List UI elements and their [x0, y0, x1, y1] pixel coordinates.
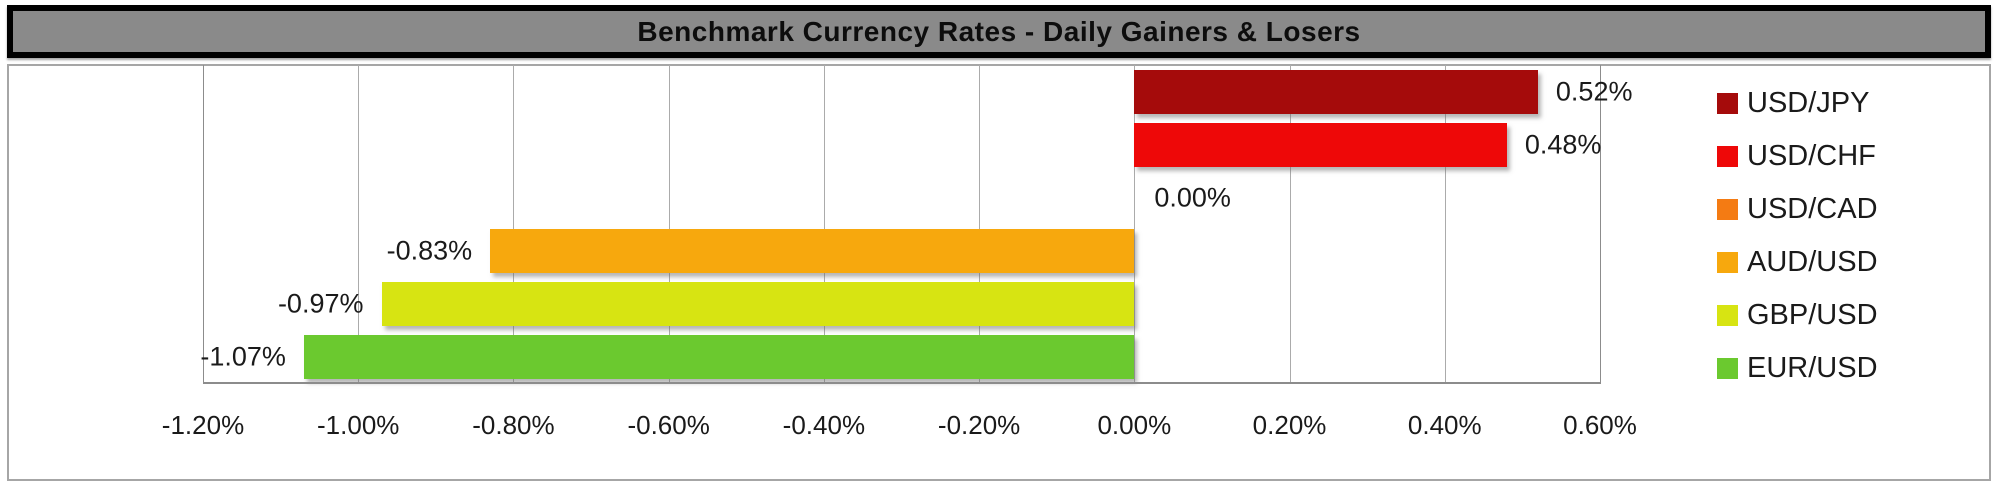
data-label: -1.07% — [200, 341, 286, 371]
x-tick-label: 0.40% — [1407, 410, 1482, 440]
x-tick-label: -0.80% — [472, 410, 555, 440]
legend-item-gbp-usd: GBP/USD — [1717, 289, 1878, 342]
x-tick-label: 0.00% — [1097, 410, 1172, 440]
bar-aud-usd — [490, 228, 1135, 273]
bar-gbp-usd — [381, 281, 1135, 326]
gridline — [1134, 65, 1136, 383]
chart-title: Benchmark Currency Rates - Daily Gainers… — [637, 15, 1361, 47]
legend-item-eur-usd: EUR/USD — [1717, 342, 1878, 395]
legend-swatch-icon — [1717, 93, 1738, 114]
gridline — [979, 65, 981, 383]
gridline — [823, 65, 825, 383]
bar-usd-jpy — [1134, 69, 1538, 114]
x-tick-label: -0.40% — [782, 410, 866, 440]
legend-item-aud-usd: AUD/USD — [1717, 236, 1878, 289]
x-tick-label: -1.20% — [161, 410, 245, 440]
legend-swatch-icon — [1717, 305, 1738, 326]
data-label: 0.52% — [1555, 76, 1633, 106]
bar-usd-chf — [1134, 122, 1507, 167]
data-label: -0.97% — [277, 288, 364, 318]
legend-label: GBP/USD — [1747, 299, 1878, 331]
legend-label: USD/CAD — [1747, 193, 1878, 225]
data-label: -0.83% — [386, 235, 473, 265]
x-tick-label: -0.60% — [627, 410, 710, 440]
bar-eur-usd — [303, 334, 1135, 379]
gridline — [1600, 65, 1601, 383]
gridline — [513, 65, 515, 383]
legend-item-usd-jpy: USD/JPY — [1717, 77, 1878, 130]
x-tick-label: -0.20% — [937, 410, 1021, 440]
gridline — [203, 65, 204, 383]
chart-title-bar: Benchmark Currency Rates - Daily Gainers… — [7, 5, 1991, 58]
chart-legend: USD/JPY USD/CHF USD/CAD AUD/USD GBP/USD EUR/U… — [1717, 77, 1878, 395]
legend-item-usd-cad: USD/CAD — [1717, 183, 1878, 236]
legend-label: USD/CHF — [1747, 140, 1876, 172]
legend-label: EUR/USD — [1747, 352, 1878, 384]
legend-label: USD/JPY — [1747, 87, 1870, 119]
x-tick-label: 0.20% — [1252, 410, 1327, 440]
gridline — [1444, 65, 1446, 383]
legend-label: AUD/USD — [1747, 246, 1878, 278]
data-label: 0.48% — [1524, 129, 1602, 159]
legend-swatch-icon — [1717, 146, 1738, 167]
data-label: 0.00% — [1154, 182, 1231, 212]
plot-area: 0.52% 0.48% 0.00% -0.83% -0.97% -1.07% — [200, 65, 1632, 383]
legend-item-usd-chf: USD/CHF — [1717, 130, 1878, 183]
x-axis-line — [203, 382, 1601, 384]
legend-swatch-icon — [1717, 199, 1738, 220]
gridline — [358, 65, 360, 383]
legend-swatch-icon — [1717, 358, 1738, 379]
x-tick-label: 0.60% — [1563, 410, 1637, 440]
legend-swatch-icon — [1717, 252, 1738, 273]
gridline — [1289, 65, 1291, 383]
chart-frame — [7, 64, 1991, 481]
gridline — [668, 65, 670, 383]
x-tick-label: -1.00% — [317, 410, 400, 440]
